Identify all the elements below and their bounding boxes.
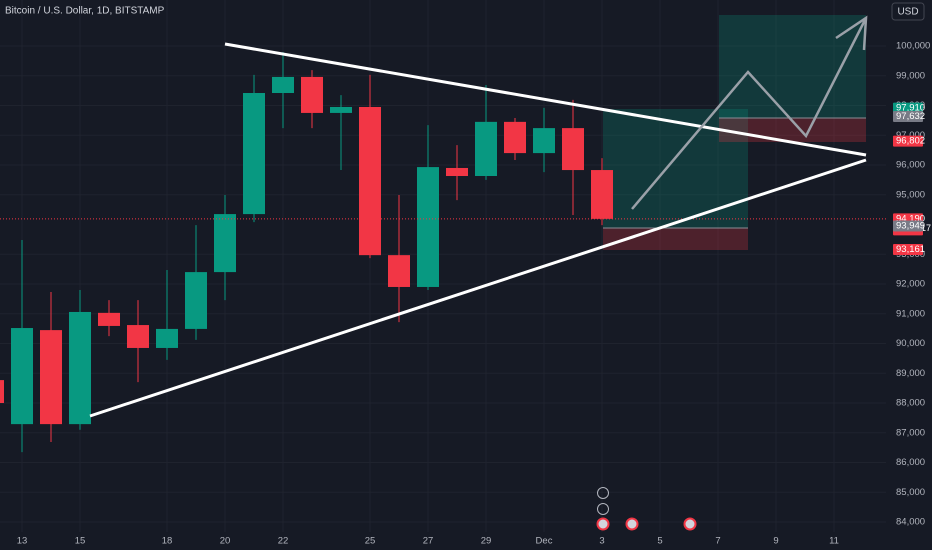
candle-body	[214, 214, 236, 273]
candle-body	[301, 76, 323, 113]
x-tick-label: 22	[278, 536, 289, 547]
y-tick-label: 100,000	[896, 41, 930, 52]
candle-body	[562, 128, 584, 171]
y-tick-label: 97,000	[896, 130, 925, 141]
price-tag-label: 97,910	[896, 103, 925, 114]
y-tick-label: 89,000	[896, 368, 925, 379]
candle-body	[591, 170, 613, 219]
y-tick-label: 99,000	[896, 70, 925, 81]
y-tick-label: 95,000	[896, 189, 925, 200]
y-tick-label: 84,000	[896, 517, 925, 528]
x-tick-label: 27	[423, 536, 434, 547]
long-position-profit	[719, 15, 866, 118]
price-tag	[893, 135, 923, 147]
candle-body	[98, 312, 120, 326]
x-tick-label: 5	[657, 536, 662, 547]
candle-body	[388, 255, 410, 287]
x-tick-label: 25	[365, 536, 376, 547]
candle-body	[127, 325, 149, 348]
candle-body	[69, 311, 91, 425]
y-tick-label: 87,000	[896, 427, 925, 438]
candle-body	[243, 93, 265, 215]
price-tag-label: 97,632	[896, 111, 925, 122]
y-tick-label: 90,000	[896, 338, 925, 349]
candle-body	[359, 106, 381, 256]
candle-body	[11, 328, 33, 425]
x-tick-label: 7	[715, 536, 720, 547]
candle-body	[156, 328, 178, 348]
x-tick-label: 15	[75, 536, 86, 547]
projection-path	[631, 17, 868, 210]
trendline	[224, 42, 867, 157]
price-tag-label: 93,949	[896, 221, 925, 232]
candle-body	[185, 272, 207, 329]
candles	[0, 51, 886, 453]
price-tag-label: 94,190	[896, 213, 925, 224]
price-tag	[893, 220, 923, 232]
x-tick-label: Dec	[536, 536, 553, 547]
candle-body	[446, 167, 468, 177]
x-tick-label: 11	[829, 536, 839, 547]
price-axis	[886, 0, 932, 550]
x-tick-label: 3	[599, 536, 604, 547]
trendlines	[89, 15, 868, 418]
trendline	[89, 158, 867, 418]
price-tag-label: 93,161	[896, 244, 925, 255]
y-tick-label: 92,000	[896, 279, 925, 290]
event-icon[interactable]	[683, 517, 697, 531]
chart-title: Bitcoin / U.S. Dollar, 1D, BITSTAMP	[5, 6, 165, 17]
y-tick-label: 91,000	[896, 308, 925, 319]
grid	[0, 0, 886, 532]
price-tag-label: 96,802	[896, 136, 925, 147]
price-tag	[893, 243, 923, 255]
x-tick-label: 29	[481, 536, 492, 547]
arrow-head	[835, 15, 868, 51]
candle-body	[504, 121, 526, 154]
axes: 84,000 85,000 86,000 87,000 88,000 89,000 90,0…	[17, 41, 931, 547]
price-tag	[893, 102, 923, 114]
x-tick-label: 13	[17, 536, 28, 547]
event-icon[interactable]	[597, 503, 609, 515]
event-icon[interactable]	[625, 517, 639, 531]
x-tick-label: 9	[773, 536, 778, 547]
event-icons	[596, 487, 697, 531]
candle-body	[0, 380, 4, 403]
candle-body	[475, 121, 497, 177]
candle-body	[330, 106, 352, 113]
y-tick-label: 86,000	[896, 457, 925, 468]
event-icon[interactable]	[597, 487, 609, 499]
y-tick-label: 85,000	[896, 487, 925, 498]
currency-button[interactable]	[891, 2, 925, 21]
price-tag	[893, 110, 923, 122]
candle-body	[40, 330, 62, 425]
candle-body	[417, 167, 439, 287]
candle-body	[533, 128, 555, 154]
y-tick-label: 88,000	[896, 398, 925, 409]
currency-label: USD	[897, 7, 918, 18]
x-tick-label: 18	[162, 536, 173, 547]
x-tick-label: 20	[220, 536, 231, 547]
event-icon[interactable]	[596, 517, 610, 531]
candle-body	[272, 76, 294, 94]
y-tick-label: 96,000	[896, 160, 925, 171]
